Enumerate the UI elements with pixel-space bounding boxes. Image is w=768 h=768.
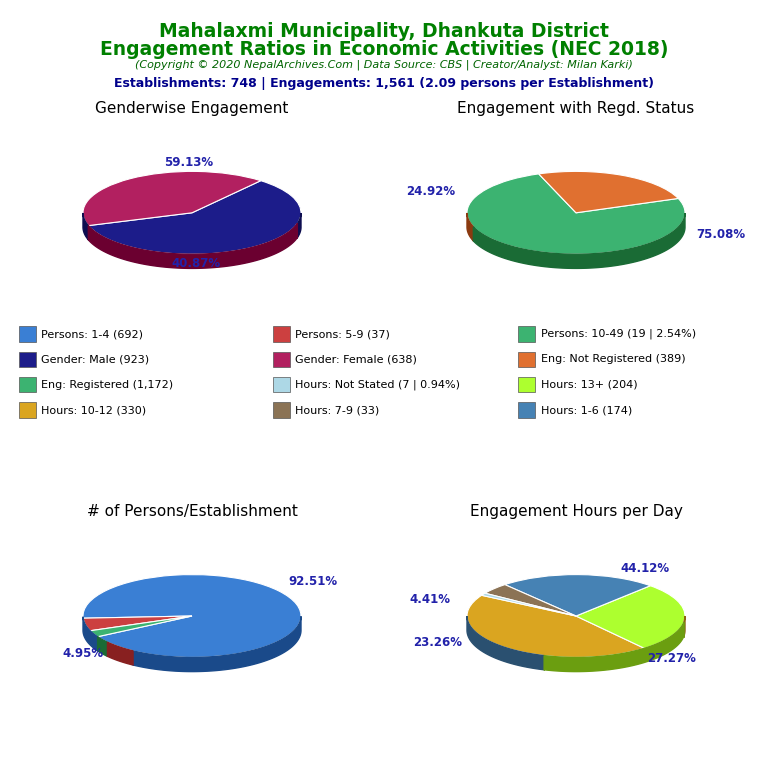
Text: 4.41%: 4.41% (409, 594, 450, 606)
Text: Hours: 1-6 (174): Hours: 1-6 (174) (541, 405, 632, 415)
Text: 92.51%: 92.51% (289, 574, 338, 588)
Text: 75.08%: 75.08% (697, 228, 746, 241)
Text: Hours: 10-12 (330): Hours: 10-12 (330) (41, 405, 147, 415)
Text: Engagement Ratios in Economic Activities (NEC 2018): Engagement Ratios in Economic Activities… (100, 40, 668, 59)
Polygon shape (467, 616, 544, 670)
Text: (Copyright © 2020 NepalArchives.Com | Data Source: CBS | Creator/Analyst: Milan : (Copyright © 2020 NepalArchives.Com | Da… (135, 60, 633, 71)
Text: Gender: Female (638): Gender: Female (638) (295, 354, 417, 365)
Text: 40.87%: 40.87% (171, 257, 220, 270)
Wedge shape (485, 584, 576, 616)
Polygon shape (83, 213, 88, 240)
Text: Mahalaxmi Municipality, Dhankuta District: Mahalaxmi Municipality, Dhankuta Distric… (159, 22, 609, 41)
Polygon shape (83, 617, 98, 651)
Text: Persons: 10-49 (19 | 2.54%): Persons: 10-49 (19 | 2.54%) (541, 329, 696, 339)
Wedge shape (88, 180, 301, 254)
Polygon shape (88, 223, 297, 268)
Wedge shape (467, 174, 685, 254)
Text: Gender: Male (923): Gender: Male (923) (41, 354, 150, 365)
Text: 27.27%: 27.27% (647, 652, 696, 665)
Wedge shape (576, 586, 685, 648)
Text: 24.92%: 24.92% (406, 185, 455, 198)
Wedge shape (505, 574, 650, 616)
Polygon shape (544, 622, 684, 671)
Text: 4.95%: 4.95% (62, 647, 103, 660)
Polygon shape (108, 642, 133, 665)
Wedge shape (467, 595, 644, 657)
Text: Hours: 7-9 (33): Hours: 7-9 (33) (295, 405, 379, 415)
Wedge shape (482, 593, 576, 616)
Text: Persons: 5-9 (37): Persons: 5-9 (37) (295, 329, 390, 339)
Wedge shape (83, 574, 301, 657)
Title: Engagement Hours per Day: Engagement Hours per Day (469, 505, 683, 519)
Wedge shape (90, 616, 192, 637)
Text: Persons: 1-4 (692): Persons: 1-4 (692) (41, 329, 144, 339)
Title: Engagement with Regd. Status: Engagement with Regd. Status (458, 101, 694, 116)
Text: Hours: Not Stated (7 | 0.94%): Hours: Not Stated (7 | 0.94%) (295, 379, 460, 390)
Polygon shape (297, 214, 301, 237)
Wedge shape (538, 171, 678, 213)
Polygon shape (133, 617, 301, 671)
Text: Eng: Registered (1,172): Eng: Registered (1,172) (41, 379, 174, 390)
Text: 23.26%: 23.26% (413, 636, 462, 649)
Text: Eng: Not Registered (389): Eng: Not Registered (389) (541, 354, 685, 365)
Wedge shape (83, 171, 261, 226)
Title: Genderwise Engagement: Genderwise Engagement (95, 101, 289, 116)
Polygon shape (473, 213, 685, 268)
Text: Hours: 13+ (204): Hours: 13+ (204) (541, 379, 637, 390)
Text: Establishments: 748 | Engagements: 1,561 (2.09 persons per Establishment): Establishments: 748 | Engagements: 1,561… (114, 77, 654, 90)
Text: 59.13%: 59.13% (164, 156, 213, 169)
Text: 44.12%: 44.12% (621, 562, 670, 575)
Polygon shape (98, 637, 108, 657)
Polygon shape (467, 213, 473, 241)
Title: # of Persons/Establishment: # of Persons/Establishment (87, 505, 297, 519)
Wedge shape (83, 616, 192, 631)
Polygon shape (684, 616, 685, 637)
